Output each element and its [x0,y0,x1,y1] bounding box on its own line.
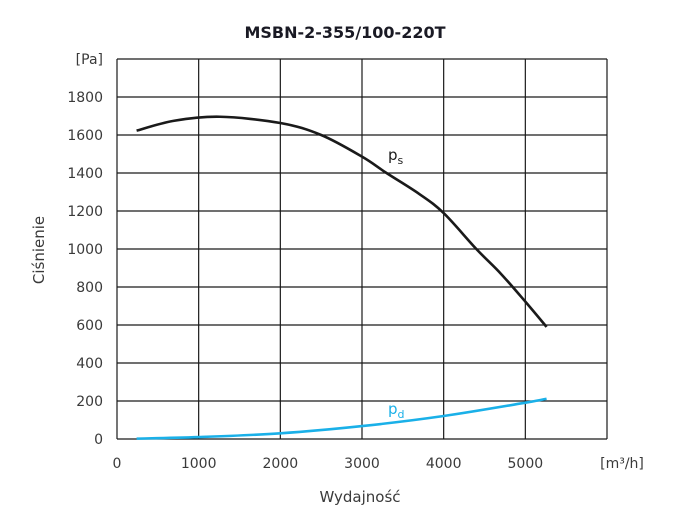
y-tick-label: 200 [76,394,103,410]
x-tick-label: 2000 [263,456,299,472]
series-label-ps: ps [388,146,404,167]
x-tick-label: 1000 [181,456,217,472]
y-axis-title: Ciśnienie [30,216,48,284]
series-label-subscript: s [398,154,404,167]
chart-title: MSBN-2-355/100-220T [244,23,445,42]
y-tick-label: 1600 [67,128,103,144]
y-axis-ticks: 0 200 400 600 800 1000 1200 1400 1600 1800 [67,90,103,448]
y-tick-label: 1200 [67,204,103,220]
series-line-pd [136,397,547,440]
series-label-main: p [388,146,398,164]
x-tick-label: 4000 [426,456,462,472]
y-tick-label: 0 [94,432,103,448]
x-axis-title: Wydajność [319,488,400,506]
x-axis-ticks: 0 1000 2000 3000 4000 5000 [113,456,544,472]
series-label-pd: pd [388,400,405,421]
y-tick-label: 600 [76,318,103,334]
series-line-ps [136,115,548,328]
x-tick-label: 5000 [508,456,544,472]
plot-grid [116,58,608,440]
x-unit-label: [m³/h] [600,456,644,472]
y-tick-label: 1800 [67,90,103,106]
y-tick-label: 1400 [67,166,103,182]
series-label-subscript: d [398,408,405,421]
y-unit-label: [Pa] [76,52,103,68]
y-tick-label: 800 [76,280,103,296]
series-label-main: p [388,400,398,418]
y-tick-label: 1000 [67,242,103,258]
x-tick-label: 3000 [344,456,380,472]
x-tick-label: 0 [113,456,122,472]
y-tick-label: 400 [76,356,103,372]
